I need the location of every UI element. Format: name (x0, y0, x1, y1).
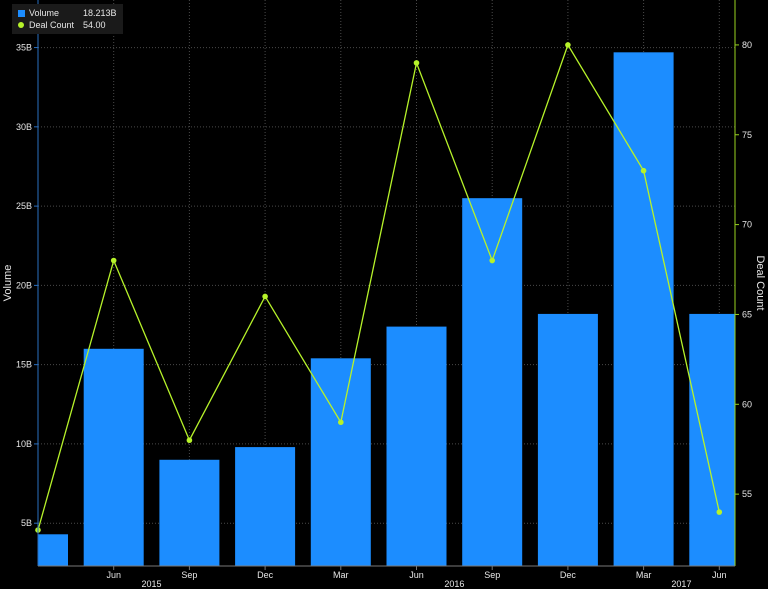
y2-tick-label: 65 (742, 309, 752, 319)
legend-swatch-volume (18, 9, 25, 17)
y2-tick-label: 60 (742, 399, 752, 409)
x-tick-label: Dec (560, 570, 577, 580)
x-tick-label: Sep (484, 570, 500, 580)
legend: Volume 18.213B Deal Count 54.00 (12, 4, 123, 34)
volume-bar (310, 358, 371, 566)
deal-count-point (640, 167, 647, 174)
y-tick-label: 10B (16, 439, 32, 449)
x-tick-label: Sep (181, 570, 197, 580)
y2-tick-label: 55 (742, 489, 752, 499)
x-year-label: 2016 (444, 579, 464, 589)
deal-count-point (489, 257, 496, 264)
x-tick-label: Mar (636, 570, 652, 580)
deal-count-point (716, 509, 723, 515)
y2-tick-label: 80 (742, 40, 752, 50)
legend-label: Deal Count (29, 20, 75, 30)
y-tick-label: 25B (16, 201, 32, 211)
y-axis-title: Volume (2, 265, 14, 302)
deal-count-point (186, 437, 193, 444)
x-tick-label: Dec (257, 570, 274, 580)
axes: 5B 10B 15B 20B 25B 30B 35B 55 60 65 70 75 80 Jun Sep De… (16, 0, 752, 589)
x-tick-label: Mar (333, 570, 349, 580)
y-tick-label: 30B (16, 122, 32, 132)
legend-value: 18.213B (83, 8, 117, 18)
deal-count-point (110, 257, 117, 264)
x-tick-label: Jun (712, 570, 727, 580)
volume-bar (386, 326, 447, 566)
volume-bar (159, 459, 220, 566)
y-tick-label: 35B (16, 43, 32, 53)
legend-value: 54.00 (83, 20, 106, 30)
volume-bar (83, 348, 144, 566)
y2-tick-label: 70 (742, 220, 752, 230)
volume-bar (235, 447, 296, 566)
x-tick-label: Jun (409, 570, 424, 580)
y-tick-label: 5B (21, 518, 32, 528)
y2-tick-label: 75 (742, 130, 752, 140)
x-tick-label: Jun (106, 570, 121, 580)
volume-bar (689, 313, 735, 566)
x-year-label: 2015 (142, 579, 162, 589)
deal-count-line (35, 42, 723, 533)
deal-count-polyline (37, 43, 720, 531)
legend-label: Volume (29, 8, 60, 18)
volume-bar (537, 313, 598, 566)
deal-count-point (413, 60, 420, 66)
legend-marker-deal-count (18, 22, 24, 28)
y-tick-label: 20B (16, 280, 32, 290)
y-tick-label: 15B (16, 360, 32, 370)
deal-count-point (262, 293, 268, 300)
legend-item-deal-count: Deal Count 54.00 (18, 19, 117, 31)
volume-bar (38, 534, 68, 566)
y2-axis-title: Deal Count (754, 255, 766, 310)
deal-count-point (338, 419, 344, 426)
volume-bar (613, 52, 674, 566)
legend-item-volume: Volume 18.213B (18, 7, 117, 19)
deal-count-point (565, 42, 571, 48)
x-year-label: 2017 (671, 579, 691, 589)
volume-bar (462, 198, 523, 567)
